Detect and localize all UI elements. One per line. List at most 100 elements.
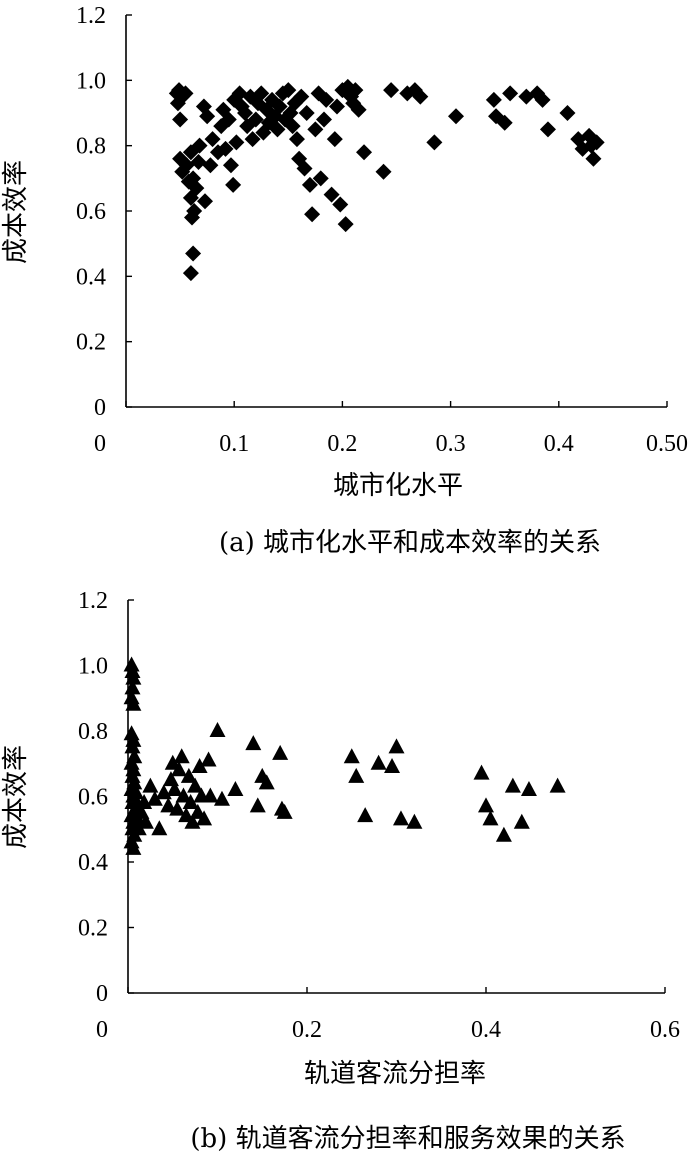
chart-a-y-tick-label: 1.0: [76, 68, 106, 94]
data-point-diamond: [190, 154, 207, 170]
data-point-diamond: [220, 111, 237, 128]
data-point-diamond: [539, 121, 556, 138]
data-point-diamond: [196, 193, 213, 210]
data-point-triangle: [180, 767, 197, 783]
data-point-diamond: [426, 134, 443, 151]
data-point-diamond: [301, 176, 318, 193]
data-point-triangle: [125, 669, 142, 685]
data-point-diamond: [332, 196, 349, 213]
data-point-triangle: [482, 810, 499, 826]
data-point-diamond: [328, 98, 345, 115]
data-point-triangle: [209, 722, 226, 737]
data-point-diamond: [228, 134, 245, 151]
data-point-triangle: [169, 800, 186, 816]
data-point-diamond: [337, 216, 354, 233]
data-point-triangle: [213, 790, 230, 806]
data-point-triangle: [123, 656, 140, 672]
data-point-triangle: [191, 758, 208, 774]
data-point-diamond: [185, 245, 202, 262]
chart-b-y-axis-title: 成本效率: [1, 745, 31, 849]
data-point-triangle: [504, 777, 521, 793]
data-point-diamond: [298, 105, 315, 121]
data-point-diamond: [496, 114, 513, 131]
chart-a-x-tick-label: 0.3: [436, 431, 466, 457]
data-point-diamond: [284, 118, 301, 135]
data-point-diamond: [581, 127, 598, 144]
chart-b-tick-labels: 0 0.2 0.4 0.6 0.8 1.0 1.2 0 0.2 0.4 0.6: [78, 588, 680, 1043]
data-point-diamond: [225, 176, 242, 193]
chart-a-y-tick-label: 0.6: [76, 199, 106, 225]
data-point-triangle: [182, 794, 199, 810]
chart-b-y-tick-label: 0.6: [78, 785, 108, 811]
data-point-triangle: [348, 767, 365, 783]
data-point-triangle: [406, 813, 423, 829]
chart-a-y-tick-label: 1.2: [76, 3, 106, 29]
chart-a-tick-labels: 0 0.2 0.4 0.6 0.8 1.0 1.2 0 0.1 0.2 0.3 0.4 0.50: [76, 3, 688, 457]
chart-b-caption: (b) 轨道客流分担率和服务效果的关系: [190, 1124, 625, 1154]
data-point-triangle: [473, 764, 490, 780]
data-point-triangle: [146, 790, 163, 806]
data-point-diamond: [178, 157, 195, 174]
chart-b-x-tick-label: 0.2: [292, 1017, 322, 1043]
chart-b-y-tick-label: 0.8: [78, 719, 108, 745]
data-point-diamond: [296, 160, 313, 177]
data-point-diamond: [347, 82, 364, 99]
chart-b-x-tick-label: 0: [96, 1017, 108, 1043]
chart-b-x-axis-title: 轨道客流分担率: [304, 1059, 486, 1089]
data-point-diamond: [217, 140, 234, 157]
data-point-triangle: [392, 810, 409, 826]
data-point-diamond: [184, 209, 201, 226]
chart-b-y-tick-label: 1.0: [78, 654, 108, 680]
data-point-triangle: [549, 777, 566, 793]
data-point-triangle: [173, 748, 190, 764]
chart-b-y-tick-label: 0.4: [78, 850, 108, 876]
chart-b-y-tick-label: 0.2: [78, 916, 108, 942]
data-point-diamond: [199, 108, 216, 125]
chart-panel-a: 0 0.2 0.4 0.6 0.8 1.0 1.2 0 0.1 0.2 0.3 0.4 0.50 成本效…: [1, 3, 688, 558]
chart-a-y-tick-label: 0.2: [76, 330, 106, 356]
data-point-triangle: [202, 787, 219, 803]
data-point-diamond: [177, 85, 194, 102]
data-point-triangle: [125, 761, 142, 777]
chart-a-axes: [125, 14, 668, 408]
data-point-diamond: [304, 206, 321, 223]
data-point-triangle: [495, 826, 512, 842]
data-point-diamond: [191, 137, 208, 154]
data-point-diamond: [485, 91, 502, 108]
data-point-triangle: [520, 780, 537, 796]
data-point-diamond: [502, 85, 519, 102]
data-point-diamond: [188, 180, 205, 197]
data-point-triangle: [137, 813, 154, 829]
data-point-diamond: [448, 108, 465, 125]
data-point-diamond: [323, 186, 340, 203]
chart-b-x-tick-label: 0.4: [471, 1017, 501, 1043]
data-point-diamond: [326, 131, 343, 148]
data-point-diamond: [559, 105, 576, 121]
data-point-diamond: [182, 265, 199, 282]
data-point-diamond: [585, 150, 602, 167]
chart-b-x-tick-label: 0.6: [650, 1017, 680, 1043]
data-point-diamond: [307, 121, 324, 138]
chart-a-data-points: [168, 78, 605, 282]
data-point-triangle: [357, 807, 374, 823]
data-point-triangle: [160, 797, 177, 813]
chart-panel-b: 0 0.2 0.4 0.6 0.8 1.0 1.2 0 0.2 0.4 0.6 成本效率 轨道客流分…: [1, 588, 680, 1154]
data-point-triangle: [151, 820, 168, 836]
chart-b-y-tick-label: 0: [96, 981, 108, 1007]
data-point-diamond: [280, 82, 297, 99]
chart-a-x-tick-label: 0: [94, 431, 106, 457]
chart-a-x-tick-label: 0.4: [544, 431, 574, 457]
data-point-triangle: [124, 738, 141, 754]
data-point-triangle: [128, 784, 145, 800]
data-point-triangle: [272, 744, 289, 760]
data-point-triangle: [124, 663, 141, 679]
data-point-triangle: [142, 777, 159, 793]
data-point-diamond: [412, 88, 429, 105]
data-point-diamond: [375, 163, 392, 180]
chart-b-y-tick-label: 1.2: [78, 588, 108, 614]
chart-a-x-axis-title: 城市化水平: [333, 471, 463, 501]
data-point-diamond: [318, 91, 335, 108]
chart-a-x-tick-label: 0.2: [327, 431, 357, 457]
data-point-diamond: [247, 111, 264, 128]
